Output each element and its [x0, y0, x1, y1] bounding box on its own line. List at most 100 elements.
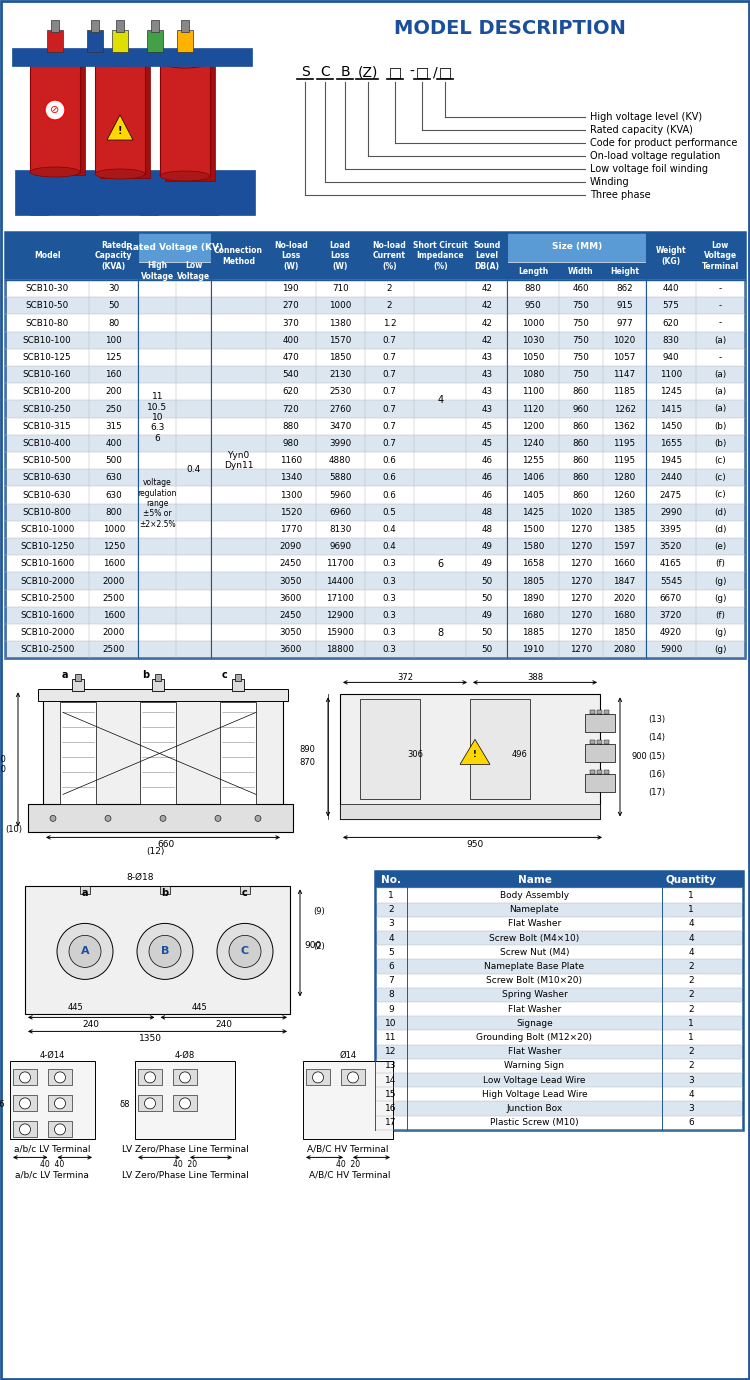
Text: 4920: 4920: [660, 628, 682, 638]
Text: 630: 630: [106, 473, 122, 482]
Text: /: /: [433, 65, 437, 79]
Text: 10: 10: [386, 1018, 397, 1028]
Text: Name: Name: [518, 875, 551, 885]
Text: 4: 4: [688, 934, 694, 943]
Text: SCB10-400: SCB10-400: [22, 439, 71, 449]
Bar: [340, 694, 600, 820]
Text: SCB10-1600: SCB10-1600: [20, 611, 74, 620]
Text: Width: Width: [568, 266, 594, 276]
Text: 16: 16: [386, 1104, 397, 1114]
Text: (d): (d): [714, 524, 727, 534]
Text: 400: 400: [283, 335, 299, 345]
Text: 43: 43: [482, 404, 492, 414]
Text: 1340: 1340: [280, 473, 302, 482]
Circle shape: [179, 1072, 190, 1083]
Text: 1270: 1270: [570, 628, 592, 638]
Text: 18800: 18800: [326, 646, 354, 654]
Text: 870: 870: [0, 765, 6, 774]
Text: 46: 46: [482, 490, 492, 500]
Text: 2500: 2500: [103, 646, 125, 654]
Circle shape: [137, 923, 193, 980]
Text: (g): (g): [714, 593, 727, 603]
Text: a: a: [82, 889, 88, 898]
Bar: [160, 886, 170, 894]
Text: 940: 940: [663, 353, 680, 362]
Text: 1.2: 1.2: [382, 319, 396, 327]
Text: 750: 750: [572, 370, 590, 380]
Bar: [585, 774, 615, 792]
Text: 0.4: 0.4: [187, 465, 201, 473]
Text: 1160: 1160: [280, 457, 302, 465]
Bar: [80, 886, 90, 894]
Text: 1: 1: [688, 891, 694, 900]
Text: SCB10-2500: SCB10-2500: [20, 593, 74, 603]
Text: 48: 48: [482, 524, 492, 534]
Text: 2000: 2000: [103, 628, 125, 638]
Text: 388: 388: [527, 673, 543, 682]
Bar: [597, 741, 602, 744]
Text: 0.7: 0.7: [382, 335, 397, 345]
Bar: [181, 19, 189, 32]
Bar: [5, 418, 745, 435]
Text: 40  40: 40 40: [40, 1161, 64, 1169]
Bar: [306, 1070, 330, 1086]
Text: 980: 980: [283, 439, 299, 449]
Text: 500: 500: [106, 457, 122, 465]
Bar: [5, 607, 745, 624]
Text: 4: 4: [688, 1090, 694, 1098]
Bar: [5, 280, 745, 297]
Text: 49: 49: [482, 542, 492, 551]
Bar: [87, 30, 103, 52]
Text: 6: 6: [388, 962, 394, 972]
Bar: [597, 711, 602, 715]
Text: 1850: 1850: [329, 353, 351, 362]
Text: (g): (g): [714, 628, 727, 638]
Text: 860: 860: [573, 457, 590, 465]
Text: LV Zero/Phase Line Terminal: LV Zero/Phase Line Terminal: [122, 1170, 248, 1180]
Bar: [173, 1070, 197, 1086]
Text: 50: 50: [481, 628, 492, 638]
Text: 240: 240: [215, 1020, 232, 1029]
Bar: [375, 1087, 743, 1101]
Text: 9: 9: [388, 1005, 394, 1013]
Text: Flat Washer: Flat Washer: [508, 919, 561, 929]
Bar: [138, 1096, 162, 1111]
Circle shape: [215, 816, 221, 821]
Text: 750: 750: [572, 319, 590, 327]
Text: 2450: 2450: [280, 559, 302, 569]
Text: 1406: 1406: [522, 473, 544, 482]
Text: SCB10-80: SCB10-80: [26, 319, 69, 327]
Text: No-load
Loss
(W): No-load Loss (W): [274, 241, 308, 270]
Text: 2130: 2130: [329, 370, 351, 380]
Bar: [30, 57, 80, 172]
Text: 3470: 3470: [329, 422, 351, 431]
Text: B: B: [160, 947, 170, 956]
Text: 1385: 1385: [614, 508, 636, 516]
Text: 0.5: 0.5: [382, 508, 397, 516]
Text: -: -: [718, 319, 722, 327]
Bar: [5, 232, 745, 658]
Bar: [375, 1031, 743, 1045]
Text: 1: 1: [688, 1034, 694, 1042]
Text: 2440: 2440: [660, 473, 682, 482]
Bar: [604, 711, 609, 715]
Text: 1362: 1362: [614, 422, 636, 431]
Bar: [5, 349, 745, 366]
Text: 42: 42: [482, 301, 492, 310]
Text: SCB10-50: SCB10-50: [26, 301, 69, 310]
Text: (14): (14): [648, 733, 665, 742]
Text: 2: 2: [688, 976, 694, 985]
Circle shape: [160, 816, 166, 821]
Text: 620: 620: [663, 319, 680, 327]
Text: 12900: 12900: [326, 611, 354, 620]
Text: 400: 400: [106, 439, 122, 449]
Text: Warning Sign: Warning Sign: [505, 1061, 565, 1071]
Text: 2: 2: [688, 1005, 694, 1013]
Text: (a): (a): [714, 335, 727, 345]
Text: 1270: 1270: [570, 646, 592, 654]
Bar: [240, 886, 250, 894]
Bar: [375, 1115, 743, 1130]
Text: 870: 870: [299, 758, 315, 767]
Text: 1770: 1770: [280, 524, 302, 534]
Text: 720: 720: [283, 404, 299, 414]
